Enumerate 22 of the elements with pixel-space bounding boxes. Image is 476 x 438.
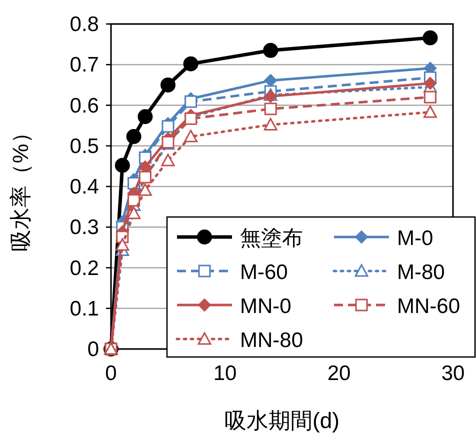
legend-label: M-60 — [240, 261, 288, 284]
y-axis-title: 吸水率（%） — [8, 122, 33, 252]
legend-label: MN-0 — [240, 295, 292, 318]
legend-label: M-0 — [397, 227, 434, 250]
legend-label: MN-60 — [397, 295, 460, 318]
y-tick-label: 0.6 — [70, 94, 99, 118]
y-tick-label: 0.4 — [70, 176, 100, 198]
legend-label: MN-80 — [240, 329, 304, 352]
x-tick-label: 20 — [327, 362, 351, 385]
y-tick-label: 0.7 — [70, 54, 99, 77]
y-tick-label: 0.5 — [70, 134, 99, 158]
legend-label: M-80 — [397, 261, 445, 284]
y-tick-label: 0.3 — [70, 216, 99, 240]
x-tick-label: 30 — [441, 362, 465, 385]
y-tick-label: 0 — [87, 338, 99, 361]
y-tick-label: 0.1 — [70, 297, 99, 320]
x-axis-title: 吸水期間(d) — [224, 408, 340, 433]
y-tick-label: 0.2 — [70, 256, 99, 280]
y-tick-label: 0.8 — [70, 13, 99, 36]
x-tick-label: 10 — [213, 362, 237, 385]
legend-label: 無塗布 — [240, 227, 303, 250]
x-tick-label: 0 — [105, 362, 117, 385]
